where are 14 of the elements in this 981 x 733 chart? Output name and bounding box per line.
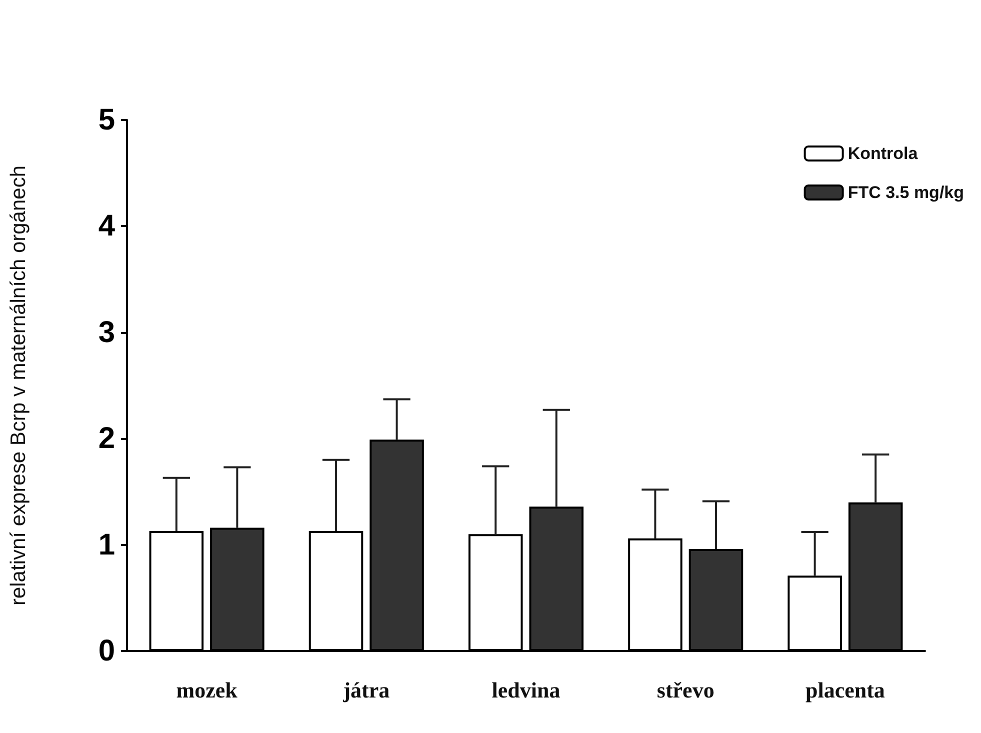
x-tick-label: placenta: [805, 678, 885, 702]
y-axis-title: relativní exprese Bcrp v maternálních orgánech: [7, 165, 30, 606]
legend-label: FTC 3.5 mg/kg: [848, 183, 964, 202]
legend-label: Kontrola: [848, 144, 918, 163]
x-tick-label: ledvina: [492, 678, 560, 702]
x-tick-label: střevo: [656, 678, 714, 702]
x-tick-label: mozek: [176, 678, 238, 702]
y-tick-label: 4: [98, 210, 116, 243]
y-tick-label: 3: [98, 316, 115, 349]
y-tick-label: 1: [98, 528, 115, 562]
y-tick-label: 5: [98, 104, 115, 136]
x-tick-label: játra: [342, 678, 390, 702]
y-tick-label: 0: [98, 634, 115, 668]
y-tick-label: 2: [98, 422, 115, 456]
